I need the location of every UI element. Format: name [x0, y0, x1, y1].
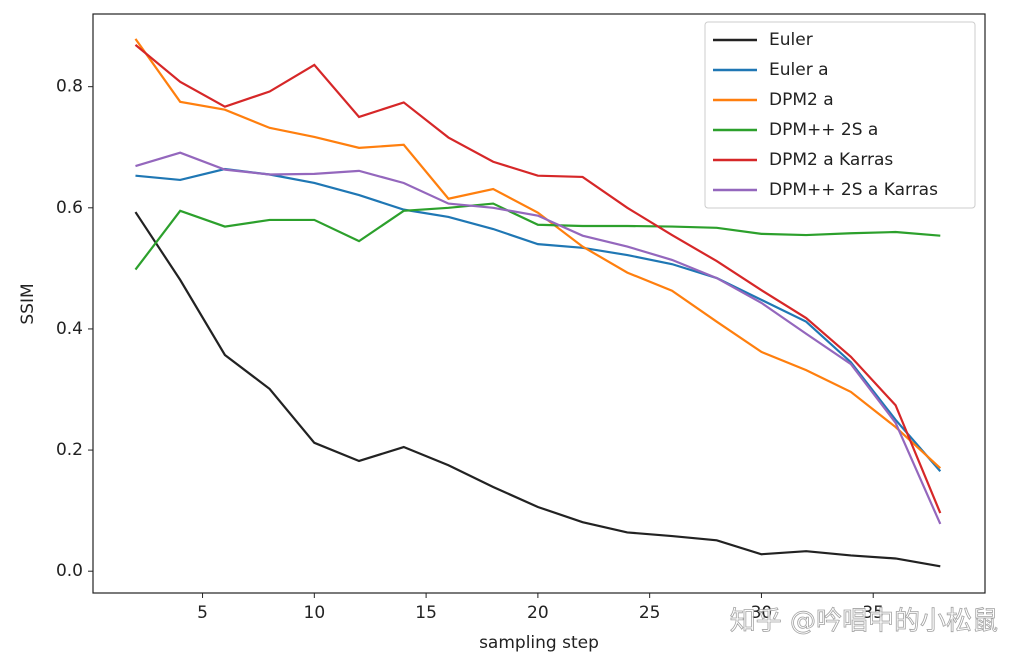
y-tick-label: 0.8: [56, 77, 83, 97]
series-line: [134, 211, 941, 568]
legend-label: DPM2 a Karras: [769, 150, 893, 170]
series-line: [134, 38, 942, 470]
series-line: [135, 151, 942, 525]
plot-frame: [92, 13, 986, 594]
x-tick-label: 15: [415, 603, 437, 623]
legend-label: DPM2 a: [769, 90, 834, 110]
legend-box: [704, 21, 976, 209]
legend-label: DPM++ 2S a: [769, 120, 878, 140]
x-tick-label: 5: [197, 603, 208, 623]
x-tick-label: 25: [639, 603, 661, 623]
series-line: [134, 202, 941, 271]
legend-label: Euler a: [769, 60, 829, 80]
y-axis-label: SSIM: [18, 283, 38, 324]
legend-label: Euler: [769, 30, 813, 50]
x-tick-label: 20: [527, 603, 549, 623]
y-tick-label: 0.0: [56, 561, 83, 581]
watermark: 知乎 @吟唱中的小松鼠: [730, 607, 998, 637]
legend-label: DPM++ 2S a Karras: [769, 180, 938, 200]
x-tick-label: 30: [751, 603, 773, 623]
x-tick-label: 35: [862, 603, 884, 623]
x-axis-label: sampling step: [479, 633, 599, 653]
y-tick-label: 0.2: [56, 440, 83, 460]
series-line: [134, 44, 942, 514]
y-tick-label: 0.6: [56, 198, 83, 218]
y-tick-label: 0.4: [56, 319, 83, 339]
x-tick-label: 10: [304, 603, 326, 623]
